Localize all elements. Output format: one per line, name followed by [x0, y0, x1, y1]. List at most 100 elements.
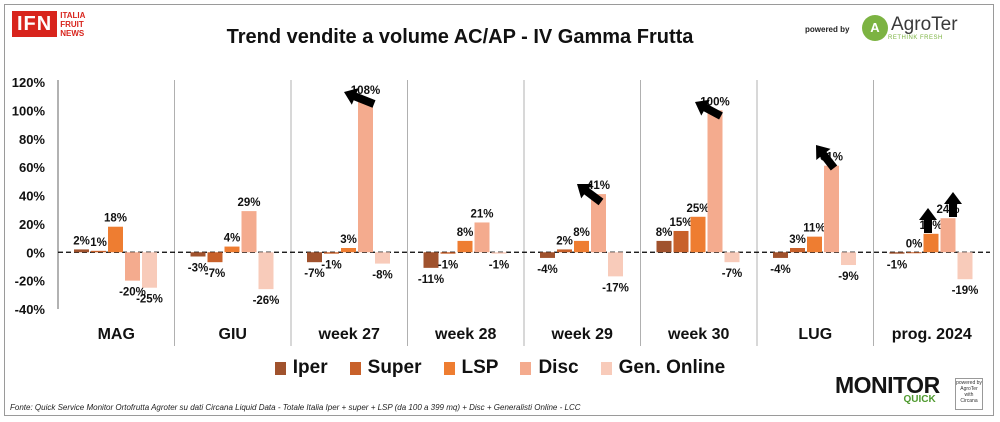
data-label: 3% — [789, 234, 806, 246]
data-label: 3% — [340, 234, 357, 246]
bar — [707, 110, 723, 253]
monitor-word: MONITOR — [835, 372, 940, 398]
logo-line-2: FRUIT — [60, 19, 84, 29]
data-label: -3% — [188, 263, 208, 275]
category-label: week 30 — [667, 326, 729, 343]
legend-item: Iper — [274, 357, 328, 379]
bar — [773, 252, 788, 258]
chart-frame — [4, 4, 994, 416]
bar — [957, 252, 973, 280]
chart-title: Trend vendite a volume AC/AP - IV Gamma … — [226, 26, 694, 48]
bar — [724, 252, 740, 263]
y-tick-label: -20% — [15, 274, 46, 289]
legend-item: Super — [349, 357, 422, 379]
badge-line-1: powered by — [956, 380, 982, 386]
bar — [307, 252, 322, 263]
legend-swatch — [520, 361, 532, 375]
y-tick-label: 20% — [19, 217, 45, 232]
bar — [923, 233, 939, 253]
bar — [790, 247, 805, 253]
bar — [540, 252, 555, 258]
data-label: -4% — [770, 264, 790, 276]
bar — [224, 246, 240, 253]
legend-label: Disc — [538, 357, 579, 378]
data-label: 18% — [104, 213, 127, 225]
powered-by-label: powered by — [805, 25, 850, 34]
data-label: 15% — [669, 217, 692, 229]
bar — [142, 252, 157, 288]
badge-line-2: AgroTer — [960, 386, 978, 392]
bar — [324, 252, 339, 254]
legend-item: Gen. Online — [600, 357, 726, 379]
annotation-arrow — [695, 99, 723, 120]
data-label: -17% — [602, 282, 629, 294]
data-label: 8% — [457, 227, 474, 239]
bar — [341, 247, 356, 253]
bar — [358, 99, 373, 253]
ifn-logo-mark: IFN — [12, 11, 58, 37]
bar — [474, 222, 490, 253]
data-label: 11% — [803, 223, 825, 235]
logo-line-3: NEWS — [60, 28, 85, 38]
bar — [190, 252, 206, 257]
bar — [690, 216, 706, 253]
data-label: 0% — [906, 238, 923, 250]
bar — [940, 218, 956, 253]
bar — [824, 165, 839, 253]
y-tick-label: 100% — [12, 103, 46, 118]
bar — [491, 252, 507, 254]
data-label: 21% — [470, 208, 493, 220]
bar — [889, 252, 905, 254]
category-label: week 28 — [434, 326, 496, 343]
data-label: -20% — [119, 287, 146, 299]
data-label: -9% — [838, 271, 858, 283]
legend: Iper Super LSP Disc Gen. Online — [0, 357, 1000, 379]
data-label: 1% — [90, 237, 107, 249]
y-tick-label: 80% — [19, 132, 45, 147]
legend-label: Iper — [292, 357, 328, 378]
legend-swatch — [274, 361, 286, 375]
bar — [591, 194, 606, 253]
data-label: 29% — [237, 197, 260, 209]
data-label: -8% — [372, 270, 392, 282]
data-label: -1% — [887, 260, 907, 272]
agroter-text: AgroTer RETHINK FRESH — [888, 15, 958, 42]
category-label: week 29 — [551, 326, 613, 343]
data-label: -26% — [253, 295, 280, 307]
source-note: Fonte: Quick Service Monitor Ortofrutta … — [10, 403, 581, 412]
bar — [841, 252, 856, 266]
y-tick-label: 40% — [19, 189, 45, 204]
annotation-arrow — [577, 184, 604, 206]
data-label: 2% — [556, 235, 573, 247]
legend-label: Super — [367, 357, 422, 378]
y-tick-label: 120% — [12, 75, 46, 90]
data-label: -4% — [537, 264, 557, 276]
bar — [108, 226, 123, 253]
bar — [91, 250, 106, 253]
data-label: 8% — [573, 227, 590, 239]
annotation-arrow — [816, 145, 838, 171]
y-tick-label: 0% — [26, 245, 45, 260]
agroter-logo: A AgroTer RETHINK FRESH — [862, 15, 958, 41]
y-tick-label: 60% — [19, 160, 45, 175]
data-label: -19% — [952, 285, 979, 297]
annotation-arrow — [344, 88, 376, 108]
bar — [74, 249, 89, 253]
category-label: GIU — [219, 326, 247, 343]
bar — [906, 252, 922, 254]
data-label: 41% — [587, 180, 610, 192]
data-label: -1% — [489, 260, 509, 272]
monitor-quick-logo: MONITOR QUICK — [835, 373, 940, 405]
data-label: -1% — [321, 260, 341, 272]
bar — [608, 252, 623, 277]
data-label: 2% — [73, 235, 90, 247]
category-label: LUG — [798, 326, 832, 343]
data-label: -25% — [136, 294, 163, 306]
category-label: week 27 — [318, 326, 380, 343]
bar — [207, 252, 223, 263]
data-label: 8% — [656, 227, 673, 239]
legend-label: Gen. Online — [618, 357, 726, 378]
category-label: MAG — [98, 326, 135, 343]
bar — [673, 230, 689, 253]
legend-swatch — [349, 361, 361, 375]
